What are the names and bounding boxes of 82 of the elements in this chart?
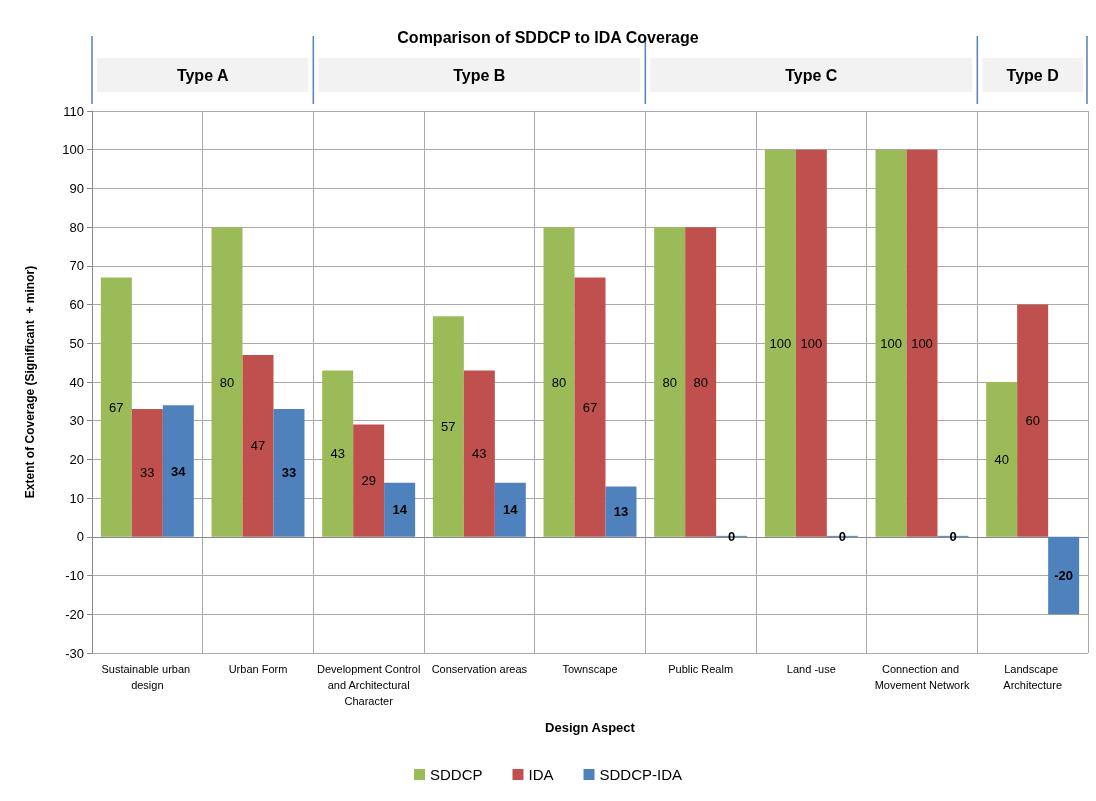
y-tick-label: 80 xyxy=(69,219,84,235)
bar xyxy=(986,382,1018,537)
x-tick-label: Townscape xyxy=(562,663,618,675)
bar xyxy=(764,149,796,537)
y-tick-label: 50 xyxy=(69,335,84,351)
bar xyxy=(384,482,416,537)
bar xyxy=(494,482,526,537)
bar xyxy=(432,316,464,537)
y-axis-title: Extent of Coverage (Significant + minor) xyxy=(23,265,37,499)
y-tick-label: 60 xyxy=(69,297,84,313)
bar xyxy=(322,370,354,537)
data-label: 43 xyxy=(330,446,345,462)
data-label: 33 xyxy=(281,465,297,481)
chart-title: Comparison of SDDCP to IDA Coverage xyxy=(397,28,699,46)
bar xyxy=(1048,536,1080,615)
data-label: 80 xyxy=(219,374,235,390)
x-axis-title: Design Aspect xyxy=(545,720,636,735)
y-tick-label: 30 xyxy=(69,413,84,429)
data-label: 100 xyxy=(911,335,933,351)
bar xyxy=(131,409,163,537)
bar xyxy=(273,409,305,537)
bar xyxy=(906,149,938,537)
y-tick-label: 20 xyxy=(69,451,84,467)
data-label: 13 xyxy=(613,504,629,520)
bar xyxy=(353,424,385,537)
x-tick-label: Conservation areas xyxy=(431,663,528,675)
data-label: 43 xyxy=(472,446,487,462)
text: Type C xyxy=(785,66,838,84)
y-tick-label: 100 xyxy=(62,142,84,158)
y-tick-label: -20 xyxy=(65,606,84,622)
bar xyxy=(100,277,132,537)
x-tick-label: Development Control and Architectural Character xyxy=(316,663,421,707)
x-tick-label: Landscape Architecture xyxy=(1003,663,1063,691)
x-tick-label: Connection and Movement Network xyxy=(874,663,970,691)
data-label: 60 xyxy=(1025,413,1040,429)
data-label: 34 xyxy=(171,463,187,479)
y-tick-label: 110 xyxy=(63,103,84,119)
y-tick-label: -10 xyxy=(65,568,84,584)
bar xyxy=(1017,304,1049,537)
bar xyxy=(242,354,274,537)
legend-label: SDDCP xyxy=(429,766,483,783)
y-tick-label: 70 xyxy=(69,258,84,274)
data-label: 80 xyxy=(693,374,708,390)
legend-label: SDDCP-IDA xyxy=(599,766,683,783)
data-label: 100 xyxy=(880,335,902,351)
y-tick-label: -30 xyxy=(65,645,84,661)
text: Type B xyxy=(453,66,506,84)
y-tick-label: 90 xyxy=(69,180,84,196)
data-label: -20 xyxy=(1054,568,1074,584)
bar xyxy=(463,370,495,537)
bar xyxy=(685,227,717,537)
data-label: 67 xyxy=(582,399,598,415)
y-tick-label: 10 xyxy=(69,490,84,506)
data-label: 33 xyxy=(140,465,155,481)
legend-label: IDA xyxy=(528,766,554,783)
data-label: 80 xyxy=(662,374,677,390)
data-label: 57 xyxy=(441,419,456,435)
x-tick-label: Public Realm xyxy=(668,663,734,675)
x-tick-label: Sustainable urban design xyxy=(101,663,194,691)
bar xyxy=(574,277,606,537)
data-label: 100 xyxy=(800,335,823,351)
y-tick-label: 40 xyxy=(69,374,84,390)
bar xyxy=(605,486,637,537)
data-label: 100 xyxy=(769,335,792,351)
y-tick-label: 0 xyxy=(76,529,84,545)
data-label: 80 xyxy=(551,374,567,390)
text: Type D xyxy=(1006,66,1059,84)
data-label: 40 xyxy=(994,451,1009,467)
bar xyxy=(162,405,194,537)
data-label: 29 xyxy=(361,473,376,489)
bar xyxy=(654,227,686,537)
x-tick-label: Land -use xyxy=(786,663,836,675)
bar xyxy=(543,227,575,537)
data-label: 14 xyxy=(392,502,408,518)
bar xyxy=(875,149,907,537)
data-label: 14 xyxy=(503,502,519,518)
text: Type A xyxy=(176,66,229,84)
bar xyxy=(211,227,243,537)
data-label: 67 xyxy=(109,399,124,415)
bar xyxy=(795,149,827,537)
x-tick-label: Urban Form xyxy=(228,663,288,675)
data-label: 47 xyxy=(250,438,266,454)
